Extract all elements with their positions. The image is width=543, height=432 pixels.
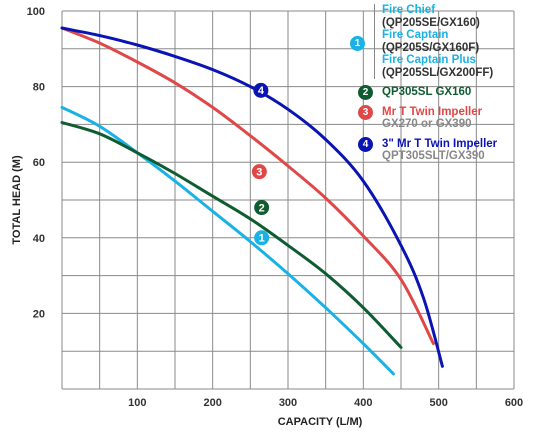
- x-tick-label: 500: [429, 397, 447, 409]
- legend-text: Mr T Twin Impeller: [382, 105, 483, 118]
- legend-text: QPT305SLT/GX390: [382, 150, 485, 162]
- curve-marker-circle: [253, 82, 269, 98]
- legend-text: (QP205S/GX160F): [382, 41, 480, 54]
- curve-marker-3: 3: [251, 164, 267, 180]
- legend-item-3: 3 Mr T Twin Impeller GX270 or GX390: [358, 104, 540, 131]
- series-line-1: [60, 105, 395, 376]
- curve-marker-circle: [254, 230, 270, 246]
- x-axis-title: CAPACITY (L/M): [278, 416, 363, 428]
- curve-marker-number: 2: [259, 202, 265, 214]
- legend-text: Fire Captain Plus: [382, 54, 476, 66]
- curve-marker-number: 4: [258, 85, 265, 97]
- legend-item-4: 4 3" Mr T Twin Impeller QPT305SLT/GX390: [358, 136, 540, 163]
- curve-marker-number: 1: [259, 233, 265, 245]
- x-tick-label: 200: [203, 397, 221, 409]
- series-line-2: [60, 121, 403, 349]
- series-curves: [60, 26, 444, 376]
- curve-marker-circle: [251, 164, 267, 180]
- series-line-4: [60, 26, 444, 368]
- y-tick-label: 20: [33, 308, 45, 320]
- curve-markers: 1 2 3 4: [251, 82, 270, 246]
- y-axis-title: TOTAL HEAD (M): [11, 155, 23, 245]
- legend-badge: 4: [358, 136, 373, 152]
- legend-text: (QP205SL/GX200FF): [382, 66, 494, 79]
- legend-item-2: 2 QP305SL GX160: [358, 85, 540, 100]
- x-tick-label: 300: [279, 397, 297, 409]
- y-tick-label: 40: [33, 233, 45, 245]
- legend-text: Fire Captain: [382, 29, 449, 41]
- curve-marker-number: 3: [256, 166, 262, 178]
- legend: 1 Fire Chief (QP205SE/GX160) Fire Captain (Q…: [350, 4, 540, 170]
- legend-badge: 3: [358, 104, 373, 120]
- grid: [61, 10, 515, 390]
- legend-text: Fire Chief: [382, 4, 436, 16]
- curve-marker-2: 2: [254, 200, 270, 216]
- legend-text: 3" Mr T Twin Impeller: [382, 137, 498, 150]
- x-tick-label: 100: [128, 397, 146, 409]
- legend-text: QP305SL GX160: [382, 86, 472, 98]
- x-tick-label: 400: [354, 397, 372, 409]
- curve-marker-1: 1: [254, 230, 270, 246]
- tick-labels: 100 200 300 400 500 600 20 40 60 80 100: [27, 6, 524, 409]
- curve-marker-4: 4: [253, 82, 269, 98]
- legend-badge: 1: [350, 36, 365, 51]
- x-tick-label: 600: [505, 397, 523, 409]
- y-tick-label: 80: [33, 82, 45, 94]
- y-tick-label: 60: [33, 157, 45, 169]
- legend-text: (QP205SE/GX160): [382, 16, 480, 29]
- legend-text: GX270 or GX390: [382, 118, 472, 130]
- legend-item-1: 1 Fire Chief (QP205SE/GX160) Fire Captain (Q…: [350, 4, 540, 79]
- curve-marker-circle: [254, 200, 270, 216]
- y-tick-label: 100: [27, 6, 45, 18]
- series-line-3: [60, 26, 435, 346]
- legend-badge: 2: [358, 85, 373, 100]
